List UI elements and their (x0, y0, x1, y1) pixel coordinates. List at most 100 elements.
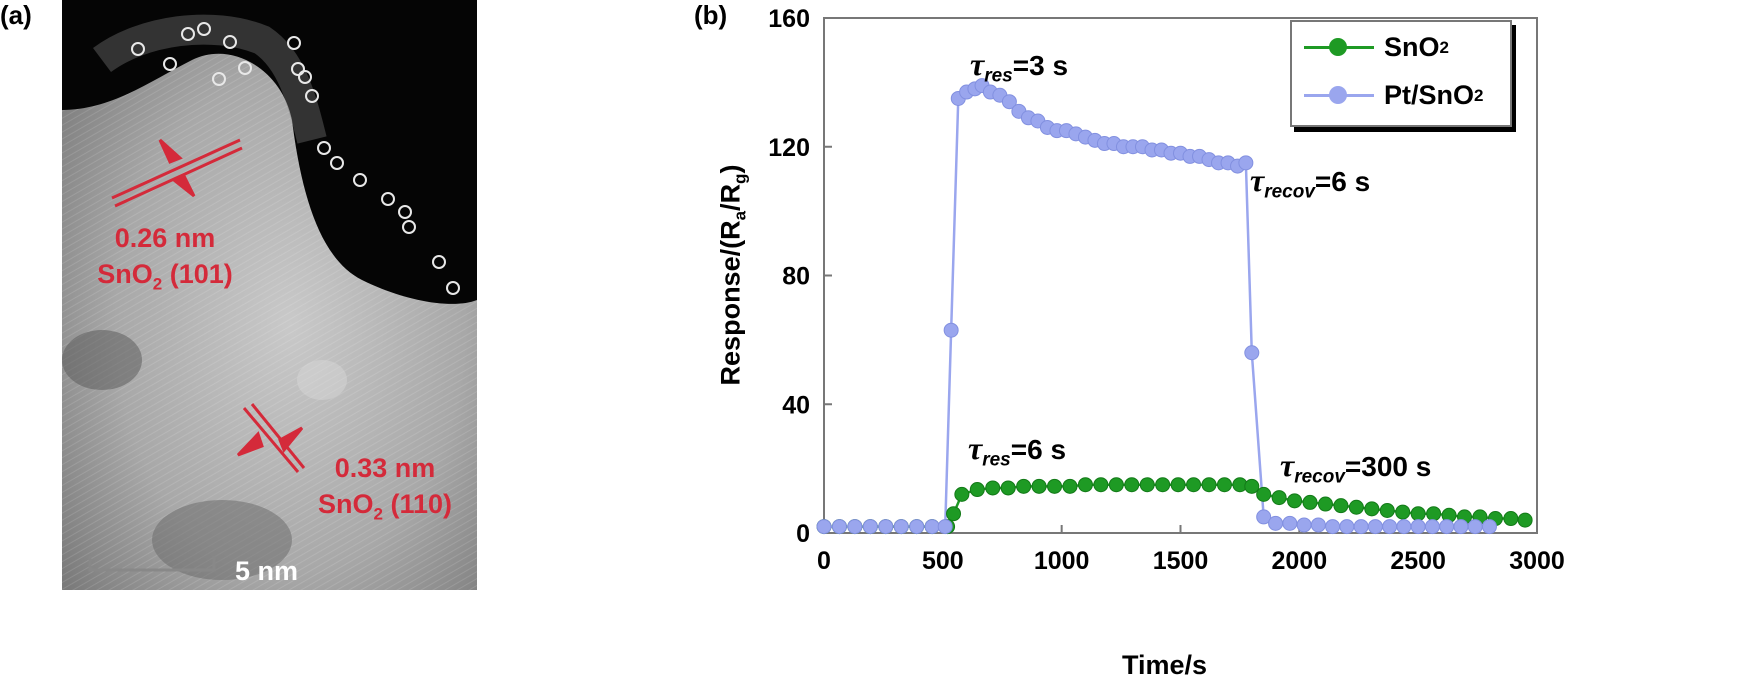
lattice-fringe-marker-101 (111, 138, 243, 208)
y-tick-label: 120 (768, 134, 810, 162)
x-tick-label: 1000 (1034, 547, 1090, 575)
x-axis-title: Time/s (1122, 650, 1208, 680)
data-point-sno2 (1379, 502, 1395, 518)
data-point-sno2 (1271, 490, 1287, 506)
fringe-label-101: 0.26 nm SnO2 (101) (90, 220, 240, 302)
legend-item-pt-sno2: Pt/SnO 2 (1304, 80, 1483, 111)
data-point-sno2 (1139, 477, 1155, 493)
data-point-pt-sno2 (878, 519, 894, 535)
data-point-sno2 (946, 506, 962, 522)
data-point-sno2 (1077, 477, 1093, 493)
annotation-pt-recovery-time: τrecov=6 s (1250, 162, 1371, 203)
data-point-pt-sno2 (1001, 94, 1017, 110)
data-point-sno2 (1186, 477, 1202, 493)
legend-item-sno2: SnO 2 (1304, 32, 1449, 63)
data-point-pt-sno2 (1325, 519, 1341, 535)
data-point-pt-sno2 (1467, 519, 1483, 535)
x-tick-label: 0 (817, 547, 831, 575)
data-point-pt-sno2 (1396, 519, 1412, 535)
data-point-pt-sno2 (893, 519, 909, 535)
data-point-sno2 (985, 480, 1001, 496)
annotation-sno2-recovery-time: τrecov=300 s (1280, 447, 1432, 488)
tem-micrograph (62, 0, 477, 590)
fringe-spacing: 0.33 nm (334, 453, 436, 483)
data-point-pt-sno2 (1424, 519, 1440, 535)
data-point-sno2 (1093, 477, 1109, 493)
data-point-pt-sno2 (943, 322, 959, 338)
data-point-sno2 (1426, 506, 1442, 522)
data-point-sno2 (1244, 478, 1260, 494)
atom-markers (131, 22, 460, 295)
scale-bar-label: 5 nm (235, 556, 299, 586)
legend-swatch-pt-sno2 (1304, 86, 1374, 104)
scale-bar (88, 556, 216, 572)
data-point-pt-sno2 (1453, 519, 1469, 535)
y-tick-label: 160 (768, 5, 810, 33)
x-tick-label: 2500 (1390, 547, 1446, 575)
data-point-sno2 (1047, 478, 1063, 494)
data-point-pt-sno2 (1382, 519, 1398, 535)
data-point-sno2 (1201, 477, 1217, 493)
panel-b-label: (b) (694, 0, 728, 30)
x-tick-label: 500 (922, 547, 964, 575)
data-point-pt-sno2 (1268, 515, 1284, 531)
data-point-sno2 (1395, 504, 1411, 520)
data-point-sno2 (1503, 511, 1519, 527)
data-point-pt-sno2 (847, 519, 863, 535)
data-point-sno2 (1333, 498, 1349, 514)
annotation-sno2-response-time: τres=6 s (968, 430, 1067, 471)
lattice-fringe-marker-110 (236, 403, 306, 473)
data-point-sno2 (1155, 477, 1171, 493)
data-point-pt-sno2 (1353, 519, 1369, 535)
data-point-sno2 (1216, 477, 1232, 493)
data-point-pt-sno2 (1339, 519, 1355, 535)
x-tick-label: 2000 (1272, 547, 1328, 575)
data-point-pt-sno2 (862, 519, 878, 535)
y-axis-title: Response/(Ra/Rg) (715, 164, 750, 386)
data-point-sno2 (969, 482, 985, 498)
x-tick-label: 3000 (1509, 547, 1565, 575)
data-point-sno2 (1124, 477, 1140, 493)
data-point-pt-sno2 (1256, 509, 1272, 525)
data-point-sno2 (1031, 478, 1047, 494)
fringe-spacing: 0.26 nm (114, 223, 216, 253)
data-point-pt-sno2 (1244, 345, 1260, 361)
data-point-pt-sno2 (816, 519, 832, 535)
data-point-pt-sno2 (1367, 519, 1383, 535)
legend: SnO 2 Pt/SnO 2 (1290, 20, 1512, 127)
panel-a-label: (a) (0, 0, 32, 30)
data-point-pt-sno2 (1282, 515, 1298, 531)
annotation-pt-response-time: τres=3 s (970, 46, 1069, 87)
fringe-plane: SnO2 (101) (97, 259, 233, 294)
data-point-sno2 (1016, 478, 1032, 494)
data-point-pt-sno2 (1439, 519, 1455, 535)
data-point-pt-sno2 (924, 519, 940, 535)
data-point-sno2 (1364, 501, 1380, 517)
data-point-sno2 (1170, 477, 1186, 493)
data-point-pt-sno2 (831, 519, 847, 535)
y-tick-label: 0 (796, 520, 810, 548)
legend-swatch-sno2 (1304, 38, 1374, 56)
data-point-sno2 (1517, 512, 1533, 528)
data-point-sno2 (1348, 499, 1364, 515)
data-point-pt-sno2 (1238, 155, 1254, 171)
data-point-sno2 (1062, 478, 1078, 494)
data-point-pt-sno2 (1481, 519, 1497, 535)
data-point-sno2 (1000, 480, 1016, 496)
data-point-sno2 (1302, 494, 1318, 510)
data-point-sno2 (1108, 477, 1124, 493)
data-point-sno2 (1287, 493, 1303, 509)
data-point-sno2 (1256, 486, 1272, 502)
data-point-pt-sno2 (937, 519, 953, 535)
data-point-sno2 (1317, 496, 1333, 512)
fringe-plane: SnO2 (110) (317, 489, 453, 524)
x-tick-label: 1500 (1153, 547, 1209, 575)
data-point-pt-sno2 (909, 519, 925, 535)
data-point-pt-sno2 (1410, 519, 1426, 535)
data-point-pt-sno2 (1296, 517, 1312, 533)
data-point-sno2 (1410, 506, 1426, 522)
data-point-pt-sno2 (1310, 517, 1326, 533)
y-tick-label: 40 (782, 391, 810, 419)
data-point-sno2 (954, 486, 970, 502)
